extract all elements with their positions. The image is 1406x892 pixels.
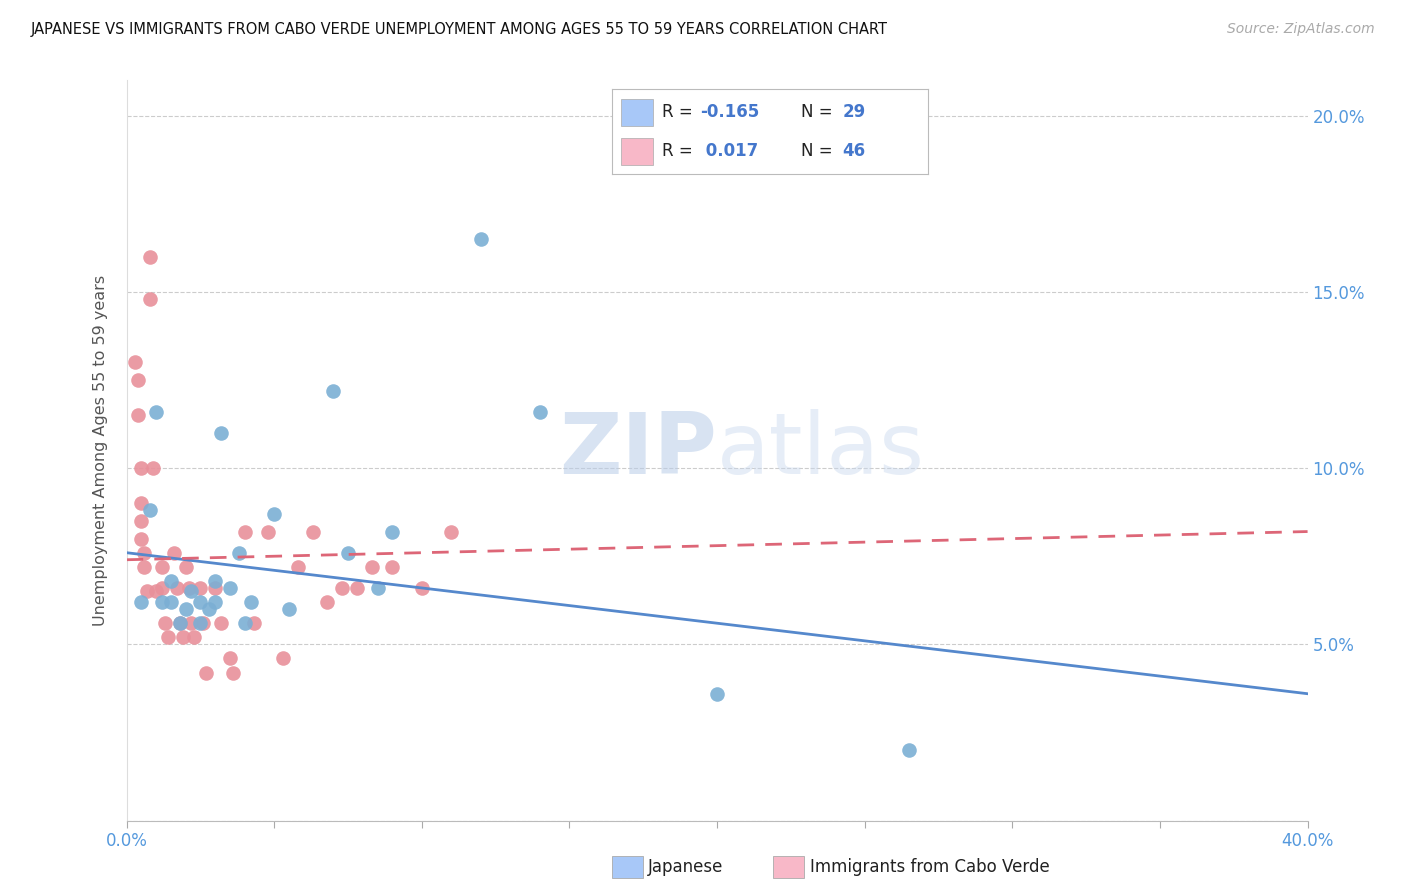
Point	[139, 292, 162, 306]
Text: N =: N =	[801, 103, 838, 121]
Point	[367, 581, 389, 595]
Point	[163, 546, 186, 560]
Point	[153, 616, 176, 631]
Point	[271, 651, 294, 665]
Point	[156, 630, 179, 644]
Point	[204, 595, 226, 609]
Point	[169, 616, 191, 631]
Text: JAPANESE VS IMMIGRANTS FROM CABO VERDE UNEMPLOYMENT AMONG AGES 55 TO 59 YEARS CO: JAPANESE VS IMMIGRANTS FROM CABO VERDE U…	[31, 22, 889, 37]
Point	[529, 405, 551, 419]
Point	[127, 373, 149, 387]
Point	[139, 503, 162, 517]
Point	[172, 630, 194, 644]
Text: 29: 29	[842, 103, 866, 121]
Text: ZIP: ZIP	[560, 409, 717, 492]
Point	[129, 595, 153, 609]
Text: R =: R =	[662, 103, 699, 121]
Point	[180, 584, 202, 599]
Point	[150, 559, 173, 574]
Point	[180, 616, 202, 631]
Point	[150, 595, 173, 609]
Bar	[621, 138, 652, 165]
Point	[360, 559, 382, 574]
Point	[242, 616, 264, 631]
Point	[188, 616, 212, 631]
Point	[706, 687, 728, 701]
Point	[134, 559, 156, 574]
Point	[222, 665, 245, 680]
Text: 46: 46	[842, 142, 866, 160]
Point	[381, 559, 404, 574]
Point	[278, 602, 301, 616]
Point	[316, 595, 339, 609]
Point	[346, 581, 368, 595]
Bar	[621, 98, 652, 126]
Point	[470, 232, 492, 246]
Point	[301, 524, 323, 539]
Point	[337, 546, 360, 560]
Point	[287, 559, 309, 574]
Point	[174, 602, 197, 616]
Point	[160, 574, 183, 588]
Point	[411, 581, 433, 595]
Point	[204, 581, 226, 595]
Point	[145, 584, 167, 599]
Point	[257, 524, 280, 539]
Point	[209, 425, 232, 440]
Point	[129, 496, 153, 510]
Point	[188, 595, 212, 609]
Point	[193, 616, 215, 631]
Point	[209, 616, 232, 631]
Text: R =: R =	[662, 142, 699, 160]
Point	[127, 408, 149, 422]
Text: 0.017: 0.017	[700, 142, 758, 160]
Point	[204, 574, 226, 588]
Point	[150, 581, 173, 595]
Point	[219, 651, 242, 665]
Point	[177, 581, 200, 595]
Y-axis label: Unemployment Among Ages 55 to 59 years: Unemployment Among Ages 55 to 59 years	[93, 275, 108, 626]
Point	[228, 546, 250, 560]
Point	[136, 584, 159, 599]
Point	[233, 616, 256, 631]
Point	[129, 532, 153, 546]
Point	[166, 581, 188, 595]
Text: Japanese: Japanese	[648, 858, 724, 876]
Point	[169, 616, 191, 631]
Point	[219, 581, 242, 595]
Point	[195, 665, 218, 680]
Point	[239, 595, 262, 609]
Point	[188, 581, 212, 595]
Point	[381, 524, 404, 539]
Point	[145, 405, 167, 419]
Point	[440, 524, 463, 539]
Point	[174, 559, 197, 574]
Point	[142, 461, 165, 475]
Point	[124, 355, 146, 369]
Point	[183, 630, 205, 644]
Point	[129, 514, 153, 528]
Point	[129, 461, 153, 475]
Text: N =: N =	[801, 142, 838, 160]
Point	[134, 546, 156, 560]
Text: Immigrants from Cabo Verde: Immigrants from Cabo Verde	[810, 858, 1050, 876]
Point	[330, 581, 353, 595]
Point	[139, 250, 162, 264]
Point	[322, 384, 344, 398]
Text: -0.165: -0.165	[700, 103, 759, 121]
Point	[198, 602, 221, 616]
Point	[160, 595, 183, 609]
Point	[233, 524, 256, 539]
Text: atlas: atlas	[717, 409, 925, 492]
Point	[898, 743, 921, 757]
Point	[263, 507, 285, 521]
Text: Source: ZipAtlas.com: Source: ZipAtlas.com	[1227, 22, 1375, 37]
